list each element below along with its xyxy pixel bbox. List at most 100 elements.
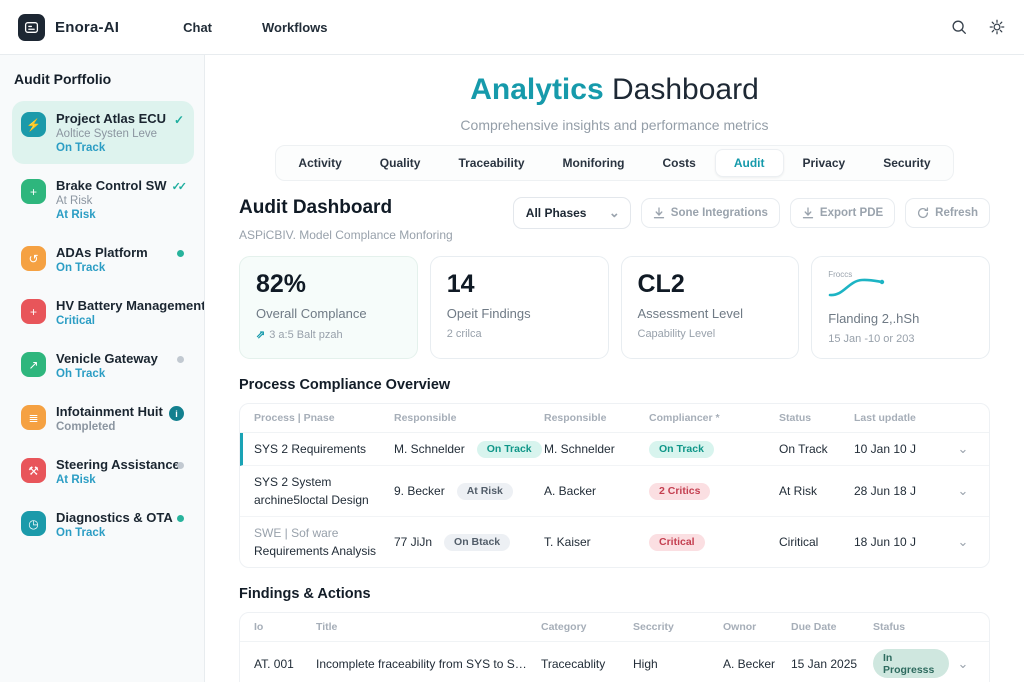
project-icon: ⚡ (21, 112, 46, 137)
info-icon: i (169, 406, 184, 421)
findings-table-title: Findings & Actions (239, 586, 371, 602)
column-header: Status (779, 412, 812, 424)
column-header: Stafus (873, 621, 906, 633)
status-dot-teal (177, 250, 184, 257)
tab-security[interactable]: Security (864, 149, 949, 177)
finding-status-pill: In Progresss (873, 649, 949, 678)
project-name: Infotainment Huit (56, 404, 163, 419)
tab-activity[interactable]: Activity (279, 149, 360, 177)
process-name-cell: SYS 2 Requirements (254, 440, 394, 458)
project-icon: ◷ (21, 511, 46, 536)
section-subheading: ASPiCBIV. Model Complance Monforing (239, 228, 453, 242)
kpi-value: 82% (256, 270, 307, 298)
settings-gear-icon[interactable] (988, 18, 1006, 36)
audit-toolbar: Audit Dashboard ASPiCBIV. Model Complanc… (239, 197, 990, 242)
nav-chat[interactable]: Chat (183, 19, 212, 35)
refresh-button[interactable]: Refresh (905, 198, 990, 228)
kpi-subtext: ⇗ 3 a:5 Balt pzah (256, 328, 343, 342)
process-row[interactable]: SYS 2 System archine5loctal Design 9. Beck… (240, 466, 989, 517)
sidebar-item-adas-platform[interactable]: ↺ ADAs Platform On Track (12, 235, 194, 284)
sidebar: Audit Porffolio ⚡ Project Atlas ECU Aoltic… (0, 55, 205, 682)
sidebar-item-steering-assistance[interactable]: ⚒ Steering Assistance At Risk (12, 447, 194, 496)
section-heading: Audit Dashboard (239, 197, 393, 218)
responsible-name: T. Kaiser (544, 535, 591, 549)
last-update: 18 Jun 10 J (854, 535, 917, 549)
chevron-down-icon[interactable]: ⌄ (957, 534, 969, 549)
main-content: Analytics Dashboard Comprehensive insigh… (205, 55, 1024, 682)
sparkline-chart (828, 273, 973, 304)
project-name: ADAs Platform (56, 245, 148, 260)
project-status: On Track (56, 262, 106, 274)
compliance-pill: On Track (649, 440, 714, 458)
top-header: Enora-AI Chat Workflows (0, 0, 1024, 55)
responsible-name: M. Schnelder (544, 442, 615, 456)
tab-moniforing[interactable]: Moniforing (544, 149, 644, 177)
tab-traceability[interactable]: Traceability (439, 149, 543, 177)
project-status: At Risk (56, 209, 96, 221)
tab-costs[interactable]: Costs (644, 149, 715, 177)
page-title-rest: Dashboard (611, 73, 759, 106)
sidebar-item-diagnostics-ota[interactable]: ◷ Diagnostics & OTA On Track (12, 500, 194, 549)
brand: Enora-AI (18, 13, 119, 41)
chevron-down-icon[interactable]: ⌄ (957, 655, 969, 671)
chevron-down-icon[interactable]: ⌄ (957, 441, 969, 456)
check-icon: ✓ (173, 113, 184, 127)
process-name: Requirements Analysis (254, 544, 377, 558)
project-name: Venicle Gateway (56, 351, 158, 366)
nav-workflows[interactable]: Workflows (262, 19, 328, 35)
finding-category: Tracecablity (541, 656, 606, 671)
tab-privacy[interactable]: Privacy (784, 149, 865, 177)
tab-quality[interactable]: Quality (361, 149, 440, 177)
page-subtitle: Comprehensive insights and performance m… (460, 117, 769, 133)
project-name: Brake Control SW (56, 178, 167, 193)
column-header: Compliancer * (649, 412, 720, 424)
last-update: 10 Jan 10 J (854, 442, 917, 456)
sidebar-item-brake-control-sw[interactable]: + Brake Control SW At Risk At Risk ✓✓ (12, 168, 194, 231)
status-pill: On Btack (444, 533, 511, 551)
sidebar-item-infotainment-huit[interactable]: ≣ Infotainment Huit Completed i (12, 394, 194, 443)
search-icon[interactable] (950, 18, 968, 36)
chevron-down-icon[interactable]: ⌄ (957, 483, 969, 498)
finding-owner: A. Becker (723, 656, 776, 671)
phase-filter-select[interactable]: All Phases ⌄ (512, 197, 631, 229)
process-row[interactable]: SWE | Sof ware Requirements Analysis 77 Ji… (240, 517, 989, 567)
project-subtitle: At Risk (56, 195, 93, 207)
process-name: SWE | Sof ware (254, 526, 339, 540)
tab-audit[interactable]: Audit (714, 149, 784, 177)
export-pdf-button[interactable]: Export PDE (789, 198, 896, 228)
column-header: Ownor (723, 621, 757, 633)
project-status: At Risk (56, 474, 96, 486)
compliance-pill: 2 Critics (649, 482, 711, 500)
sidebar-project-list: ⚡ Project Atlas ECU Aoltice Systen Leve On … (12, 101, 204, 549)
project-icon: ↺ (21, 246, 46, 271)
kpi-value: 14 (446, 270, 475, 298)
process-name: SYS 2 Requirements (254, 442, 367, 456)
sidebar-item-hv-battery-management[interactable]: + HV Battery Management Critical (12, 288, 204, 337)
project-status: On Track (56, 527, 106, 539)
page-title: Analytics Dashboard (239, 73, 990, 107)
sparkline-tag: Froccs (828, 270, 853, 279)
finding-row[interactable]: AT. 001 Incomplete fraceability from SYS … (240, 642, 989, 682)
project-icon: + (21, 179, 46, 204)
project-icon: ≣ (21, 405, 46, 430)
column-header: Last updatle (854, 412, 916, 424)
status-pill: At Risk (456, 482, 513, 500)
download-icon (802, 207, 814, 219)
process-row[interactable]: SYS 2 Requirements M. Schnelder On Track M.… (240, 433, 989, 466)
kpi-value: CL2 (637, 270, 685, 298)
process-table-header: Process | Pnase Responsible Responsible Com… (240, 404, 989, 433)
project-status: Critical (56, 315, 95, 327)
process-name-cell: SYS 2 System archine5loctal Design (254, 473, 394, 509)
status-text: Ciritical (779, 535, 819, 549)
status-pill: On Track (476, 440, 542, 458)
project-icon: ⚒ (21, 458, 46, 483)
column-header: Io (254, 621, 264, 633)
sidebar-item-project-atlas-ecu[interactable]: ⚡ Project Atlas ECU Aoltice Systen Leve On … (12, 101, 194, 164)
kpi-subtext: 2 crilca (446, 328, 482, 340)
kpi-subtext: 15 Jan -10 or 203 (828, 333, 915, 345)
kpi-cards: 82% Overall Complance ⇗ 3 a:5 Balt pzah 14 Op… (239, 256, 990, 359)
kpi-card-1: 82% Overall Complance ⇗ 3 a:5 Balt pzah (239, 256, 418, 359)
integrations-button[interactable]: Sone Integrations (640, 198, 780, 228)
sidebar-item-venicle-gateway[interactable]: ↗ Venicle Gateway Oh Track (12, 341, 194, 390)
